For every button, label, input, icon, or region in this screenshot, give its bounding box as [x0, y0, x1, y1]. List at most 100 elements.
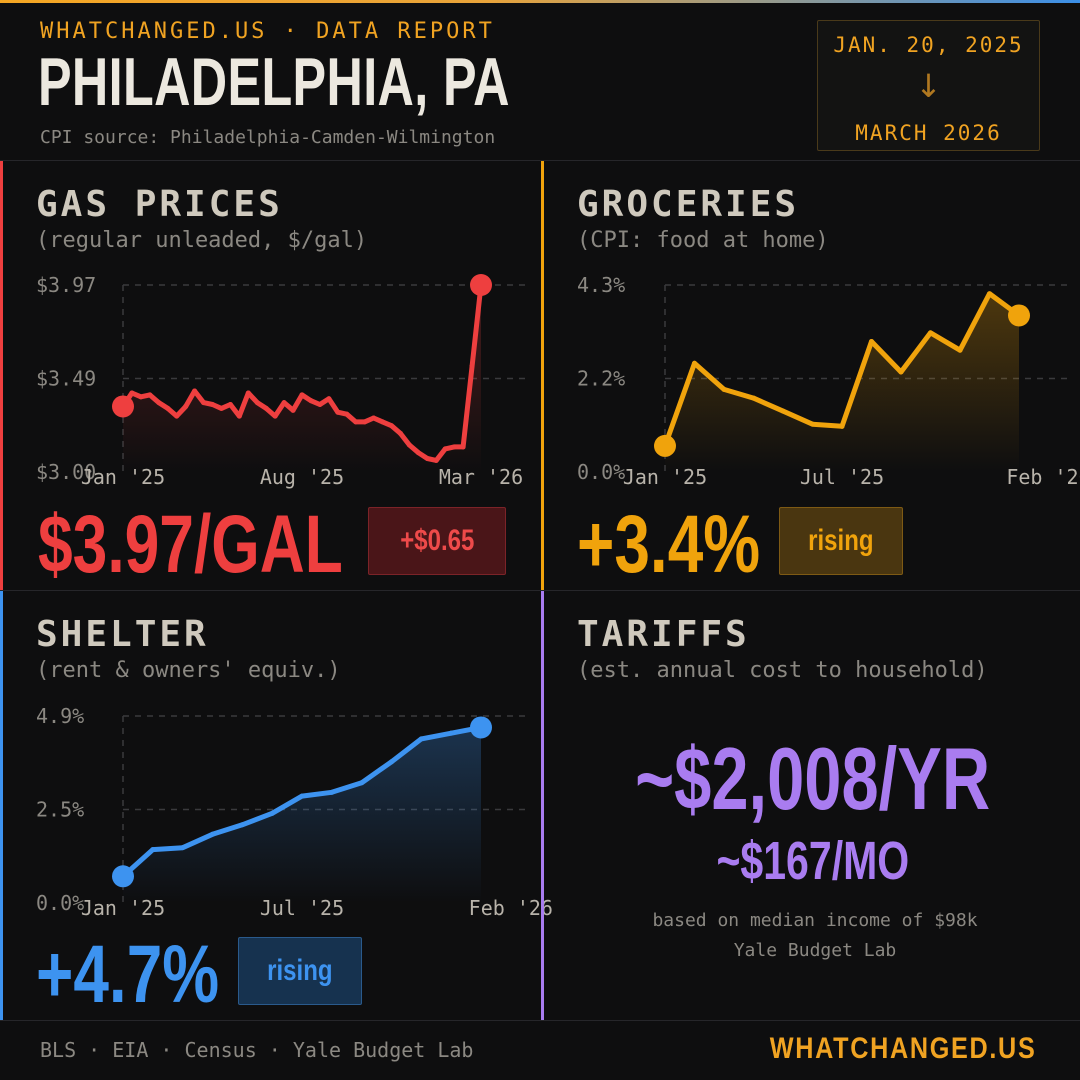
data-point — [406, 442, 412, 448]
data-point — [928, 330, 933, 336]
gas-subtitle: (regular unleaded, $/gal) — [36, 228, 368, 253]
data-point — [272, 413, 278, 419]
data-point — [415, 450, 421, 456]
shelter-current-value: +4.7% — [36, 929, 220, 1020]
data-point — [389, 759, 394, 765]
data-point — [344, 411, 350, 417]
arrow-down-icon: ↓ — [915, 67, 942, 105]
groceries-cpi-chart: 4.3% 2.2% 0.0%Jan '25 Jul '25 Feb '26 — [577, 273, 1080, 489]
y-tick-label: 2.5% — [36, 798, 84, 822]
data-point — [308, 398, 314, 404]
data-point — [424, 456, 430, 462]
footer-brand: WHATCHANGED.US — [769, 1032, 1036, 1065]
series-area — [123, 285, 481, 472]
endpoint-marker — [654, 434, 676, 457]
data-point — [957, 347, 963, 353]
data-point — [389, 423, 394, 429]
data-point — [174, 413, 180, 419]
y-tick-label: 0.0% — [36, 891, 84, 915]
data-point — [780, 408, 786, 414]
data-point — [180, 845, 186, 851]
gas-change-badge: +$0.65 — [368, 507, 506, 575]
endpoint-marker — [470, 716, 492, 739]
data-point — [210, 402, 215, 408]
tariff-monthly-cost: ~$167/MO — [545, 830, 1080, 892]
groceries-accent-bar — [541, 161, 544, 590]
x-tick-label: Jul '25 — [800, 465, 884, 489]
data-point — [380, 419, 386, 425]
y-tick-label: 4.3% — [577, 273, 625, 297]
data-point — [147, 392, 153, 398]
data-point — [433, 457, 439, 463]
data-point — [359, 780, 365, 786]
top-accent-bar — [0, 0, 1080, 3]
groceries-current-value: +3.4% — [577, 499, 761, 590]
y-tick-label: $3.00 — [36, 460, 96, 484]
divider-bottom — [0, 1020, 1080, 1021]
data-point — [371, 415, 377, 421]
data-point — [329, 789, 335, 795]
tariff-annual-cost: ~$2,008/YR — [545, 728, 1080, 830]
data-point — [335, 409, 341, 415]
data-point — [210, 831, 215, 837]
data-point — [418, 736, 424, 742]
y-tick-label: $3.49 — [36, 367, 96, 391]
data-point — [263, 405, 269, 411]
data-point — [299, 793, 305, 799]
divider-middle — [0, 590, 1080, 591]
data-point — [192, 388, 198, 394]
x-tick-label: Aug '25 — [260, 465, 344, 489]
data-point — [326, 396, 332, 402]
tariffs-subtitle: (est. annual cost to household) — [577, 658, 988, 683]
shelter-accent-bar — [0, 591, 3, 1020]
shelter-trend-badge: rising — [238, 937, 362, 1005]
data-point — [218, 405, 224, 411]
y-tick-label: 2.2% — [577, 367, 625, 391]
data-point — [290, 407, 296, 413]
data-point — [397, 430, 403, 436]
data-point — [299, 392, 305, 398]
tariff-source-note: Yale Budget Lab — [733, 940, 897, 961]
groceries-subtitle: (CPI: food at home) — [577, 228, 829, 253]
footer-sources: BLS · EIA · Census · Yale Budget Lab — [40, 1038, 474, 1062]
data-point — [239, 822, 245, 828]
groceries-trend-badge: rising — [779, 507, 903, 575]
series-area — [665, 293, 1019, 472]
data-point — [165, 405, 171, 411]
y-tick-label: 0.0% — [577, 460, 625, 484]
data-point — [869, 339, 874, 345]
data-point — [156, 400, 162, 406]
data-point — [987, 291, 992, 297]
data-point — [460, 444, 466, 450]
data-point — [138, 394, 144, 400]
shelter-title: SHELTER — [36, 614, 209, 655]
report-header: WHATCHANGED.US · DATA REPORT PHILADELPHI… — [0, 3, 1080, 160]
x-tick-label: Feb '26 — [1006, 465, 1080, 489]
y-tick-label: 4.9% — [36, 704, 84, 728]
data-point — [317, 402, 323, 408]
endpoint-marker — [1008, 304, 1030, 327]
tariff-annual-value: ~$2,008/YR — [634, 729, 991, 828]
x-tick-label: Feb '26 — [469, 896, 553, 920]
groceries-title: GROCERIES — [577, 184, 800, 225]
data-point — [150, 847, 156, 853]
date-from: JAN. 20, 2025 — [833, 33, 1024, 57]
data-point — [254, 400, 260, 406]
tariff-monthly-value: ~$167/MO — [716, 831, 909, 891]
x-tick-label: Mar '26 — [439, 465, 523, 489]
endpoint-marker — [112, 865, 134, 888]
x-tick-label: Jan '25 — [623, 465, 707, 489]
shelter-cpi-chart: 4.9% 2.5% 0.0%Jan '25 Jul '25 Feb '26 — [36, 704, 553, 920]
date-to: MARCH 2026 — [855, 121, 1002, 145]
data-point — [245, 390, 251, 396]
series-area — [123, 727, 481, 903]
y-tick-label: $3.97 — [36, 273, 96, 297]
divider-top — [0, 160, 1080, 161]
endpoint-marker — [112, 395, 134, 418]
data-point — [442, 446, 448, 452]
data-point — [721, 386, 727, 392]
data-point — [201, 400, 207, 406]
cpi-source: CPI source: Philadelphia-Camden-Wilmingt… — [40, 127, 496, 148]
data-point — [692, 360, 697, 366]
